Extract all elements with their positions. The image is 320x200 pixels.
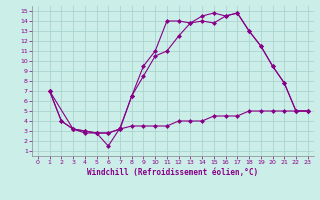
X-axis label: Windchill (Refroidissement éolien,°C): Windchill (Refroidissement éolien,°C)	[87, 168, 258, 177]
